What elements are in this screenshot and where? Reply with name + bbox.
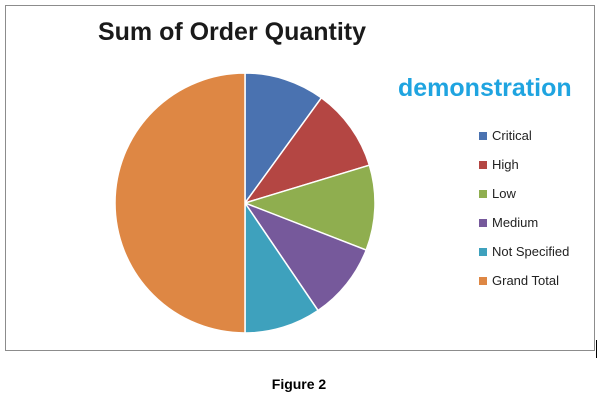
pie-slice-low <box>242 164 376 252</box>
legend-swatch <box>479 276 487 285</box>
legend-label: Critical <box>492 128 532 143</box>
legend-item-grand-total: Grand Total <box>479 266 569 295</box>
pie-slice-medium <box>243 201 368 312</box>
chart-title: Sum of Order Quantity <box>97 18 367 46</box>
legend-item-critical: Critical <box>479 121 569 150</box>
watermark-text: demonstration <box>398 74 572 102</box>
text-cursor-mark <box>596 340 597 358</box>
legend-label: Not Specified <box>492 244 570 259</box>
legend-swatch <box>479 189 487 198</box>
pie-slice-high <box>243 96 371 205</box>
pie-slices <box>114 72 376 334</box>
pie-slice-not-specified <box>244 200 320 334</box>
legend-label: Medium <box>492 215 539 230</box>
legend-swatch <box>479 131 487 140</box>
legend-item-low: Low <box>479 179 569 208</box>
pie-slice-grand-total <box>114 72 246 334</box>
figure-caption: Figure 2 <box>271 376 327 392</box>
legend-item-high: High <box>479 150 569 179</box>
legend-item-medium: Medium <box>479 208 569 237</box>
legend-label: High <box>492 157 519 172</box>
legend: Critical High Low Medium Not Specified Grand … <box>479 121 569 295</box>
legend-swatch <box>479 160 487 169</box>
legend-item-not-specified: Not Specified <box>479 237 569 266</box>
pie-slice-critical <box>244 72 323 206</box>
legend-swatch <box>479 247 487 256</box>
legend-label: Grand Total <box>492 273 559 288</box>
legend-swatch <box>479 218 487 227</box>
legend-label: Low <box>492 186 516 201</box>
